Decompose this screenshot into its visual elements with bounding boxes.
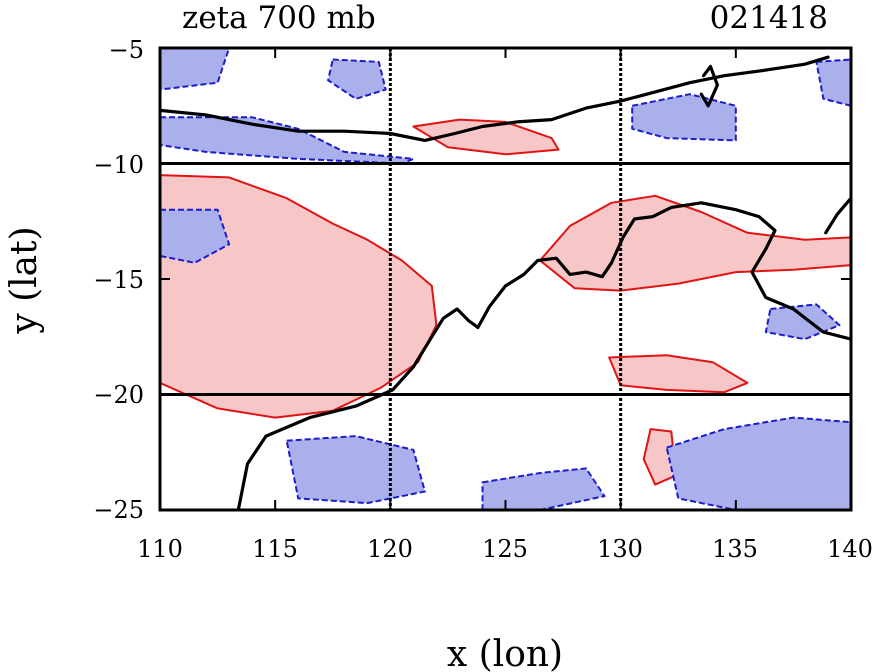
positive-region-northern-streak — [412, 118, 560, 156]
plot-area — [160, 48, 851, 510]
positive-vorticity-fills — [160, 118, 851, 486]
coastline-east-coast-top — [824, 196, 851, 235]
x-tick-label: 140 — [827, 535, 873, 563]
negative-region-sw-land — [285, 435, 426, 505]
negative-region-ne-blob — [631, 93, 737, 142]
x-axis-label: x (lon) — [447, 634, 563, 672]
positive-region-western-vortex — [160, 174, 438, 419]
negative-region-nw-fringe — [160, 48, 231, 91]
negative-region-west-cell — [160, 208, 231, 264]
y-tick-label: −5 — [109, 36, 144, 64]
negative-region-north-strip — [160, 116, 415, 165]
y-axis-label: y (lat) — [4, 226, 45, 334]
y-tick-label: −15 — [93, 266, 144, 294]
y-tick-label: −20 — [93, 381, 144, 409]
x-tick-label: 120 — [367, 535, 413, 563]
x-tick-label: 125 — [482, 535, 528, 563]
x-tick-label: 130 — [597, 535, 643, 563]
negative-region-far-ne — [815, 58, 851, 107]
negative-region-se-land — [665, 416, 851, 510]
positive-region-southern-band — [608, 354, 749, 394]
x-tick-label: 135 — [712, 535, 758, 563]
negative-region-north-blob — [327, 58, 387, 100]
coastlines — [160, 55, 851, 510]
chart-title: zeta 700 mb — [182, 0, 376, 36]
grid-lines — [160, 48, 851, 510]
x-tick-label: 110 — [137, 535, 183, 563]
y-tick-label: −10 — [93, 151, 144, 179]
negative-vorticity-fills — [160, 48, 851, 510]
positive-region-south-cell — [642, 428, 677, 486]
axis-ticks — [159, 47, 852, 511]
x-tick-label: 115 — [252, 535, 298, 563]
positive-region-eastern-band — [539, 194, 851, 292]
chart-timestamp: 021418 — [710, 0, 828, 36]
y-tick-label: −25 — [93, 496, 144, 524]
coastline-north-coast — [160, 55, 830, 142]
coastline-island-north — [699, 64, 720, 108]
negative-region-south-mid — [481, 467, 606, 510]
coastline-main-coast — [236, 201, 851, 510]
